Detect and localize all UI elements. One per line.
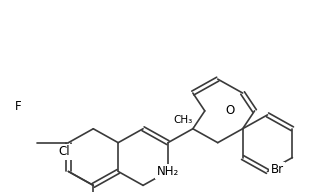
Text: Cl: Cl (59, 145, 70, 158)
Text: NH₂: NH₂ (157, 165, 179, 178)
Text: O: O (225, 104, 234, 117)
Text: Br: Br (271, 163, 284, 176)
Text: CH₃: CH₃ (173, 115, 192, 125)
Text: F: F (15, 100, 22, 113)
